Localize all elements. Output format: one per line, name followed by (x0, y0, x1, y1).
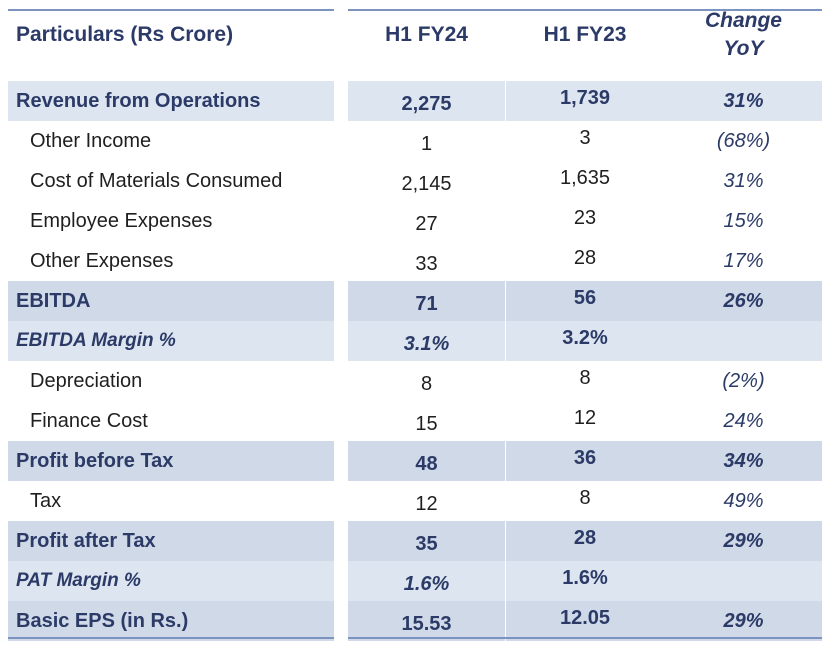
row-value-change: (68%) (716, 129, 771, 152)
row-label: Cost of Materials Consumed (30, 169, 283, 192)
row-value-change: 49% (723, 489, 764, 512)
row-value-fy24: 71 (415, 292, 438, 315)
table-row: Profit after Tax 35 28 29% (0, 521, 830, 561)
row-label: EBITDA (16, 289, 91, 312)
row-label: Depreciation (30, 369, 143, 392)
row-value-fy24: 15 (415, 412, 438, 435)
header-change-yoy: Change YoY (665, 0, 822, 70)
table-row: PAT Margin % 1.6% 1.6% (0, 561, 830, 601)
row-value-fy24: 35 (415, 532, 438, 555)
row-value-change: 24% (723, 409, 764, 432)
row-value-fy23: 3.2% (562, 326, 608, 349)
row-value-fy23: 8 (579, 486, 591, 509)
row-value-change: 29% (723, 609, 764, 632)
row-value-fy23: 36 (573, 446, 597, 469)
table-row: Revenue from Operations 2,275 1,739 31% (0, 81, 830, 121)
header-change-line2: YoY (723, 37, 764, 60)
row-value-change (665, 561, 822, 601)
table-body: Revenue from Operations 2,275 1,739 31% … (0, 81, 830, 641)
row-value-change: 29% (723, 529, 764, 552)
row-value-fy23: 28 (573, 526, 597, 549)
row-value-fy24: 1 (420, 132, 433, 155)
row-value-change: 34% (723, 449, 764, 472)
row-label: Employee Expenses (30, 209, 213, 232)
row-value-fy23: 28 (573, 246, 597, 269)
row-value-fy23: 8 (579, 366, 591, 389)
table-row: Other Expenses 33 28 17% (0, 241, 830, 281)
row-value-fy24: 48 (415, 452, 438, 475)
table-row: EBITDA Margin % 3.1% 3.2% (0, 321, 830, 361)
row-value-change: 15% (723, 209, 764, 232)
row-label: EBITDA Margin % (16, 330, 176, 351)
table-row: Basic EPS (in Rs.) 15.53 12.05 29% (0, 601, 830, 641)
header-change-line1: Change (704, 9, 782, 32)
row-value-fy23: 1,739 (559, 86, 611, 109)
row-value-fy23: 56 (573, 286, 597, 309)
table-row: Other Income 1 3 (68%) (0, 121, 830, 161)
row-value-fy24: 1.6% (403, 572, 450, 595)
row-value-fy24: 12 (415, 492, 438, 515)
row-label: Profit before Tax (16, 449, 174, 472)
row-value-change: 31% (723, 89, 764, 112)
row-label: Profit after Tax (16, 529, 156, 552)
table-row: Employee Expenses 27 23 15% (0, 201, 830, 241)
row-value-fy24: 15.53 (401, 612, 452, 635)
row-value-change: 31% (723, 169, 764, 192)
row-label: Other Expenses (30, 249, 174, 272)
header-particulars: Particulars (Rs Crore) (16, 23, 234, 46)
header-h1-fy23: H1 FY23 (543, 23, 627, 46)
row-value-fy23: 23 (573, 206, 597, 229)
row-value-change: 17% (723, 249, 764, 272)
table-bottom-rule-right (348, 637, 822, 639)
row-value-change: (2%) (722, 369, 765, 392)
row-label: PAT Margin % (16, 570, 141, 591)
row-value-fy24: 27 (415, 212, 438, 235)
row-value-change: 26% (723, 289, 764, 312)
row-value-fy24: 3.1% (403, 332, 450, 355)
row-label: Tax (30, 489, 62, 512)
row-value-fy24: 33 (415, 252, 438, 275)
row-value-fy23: 12 (573, 406, 597, 429)
table-row: Profit before Tax 48 36 34% (0, 441, 830, 481)
row-label: Finance Cost (30, 409, 148, 432)
row-value-fy24: 8 (420, 372, 433, 395)
table-row: EBITDA 71 56 26% (0, 281, 830, 321)
row-value-fy23: 12.05 (559, 606, 611, 629)
table-row: Tax 12 8 49% (0, 481, 830, 521)
table-row: Finance Cost 15 12 24% (0, 401, 830, 441)
row-label: Revenue from Operations (16, 89, 261, 112)
table-row: Cost of Materials Consumed 2,145 1,635 3… (0, 161, 830, 201)
row-label: Other Income (30, 129, 152, 152)
row-value-fy23: 1,635 (559, 166, 611, 189)
row-label: Basic EPS (in Rs.) (16, 609, 189, 632)
row-value-fy24: 2,145 (401, 172, 452, 195)
table-row: Depreciation 8 8 (2%) (0, 361, 830, 401)
row-value-change (665, 321, 822, 361)
row-value-fy23: 3 (579, 126, 591, 149)
row-value-fy23: 1.6% (562, 566, 608, 589)
table-bottom-rule-left (8, 637, 334, 639)
row-value-fy24: 2,275 (401, 92, 452, 115)
header-h1-fy24: H1 FY24 (385, 23, 468, 46)
